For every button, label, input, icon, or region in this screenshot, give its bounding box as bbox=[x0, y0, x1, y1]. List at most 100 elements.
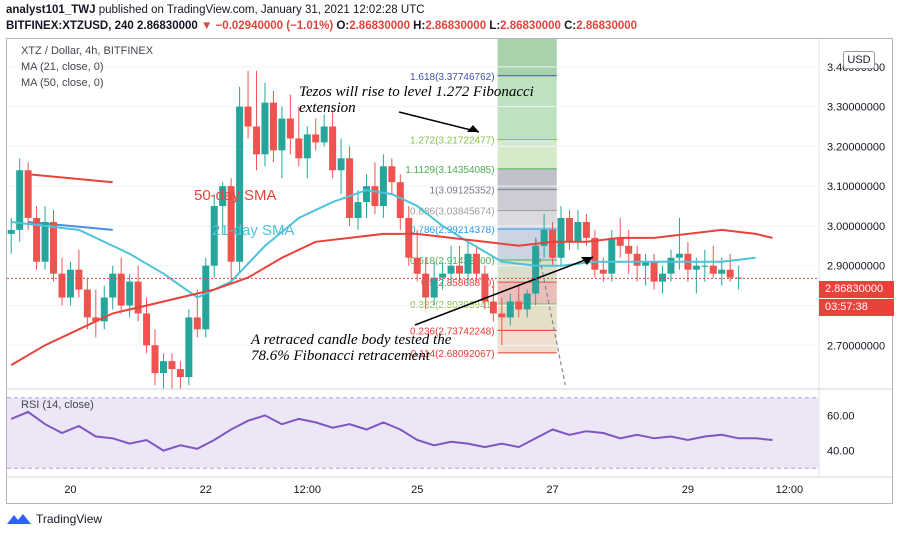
fib-level-label: 0.618(2.91433000) bbox=[410, 256, 495, 267]
fib-zone-0.886 bbox=[497, 210, 557, 230]
candle-body bbox=[447, 265, 455, 274]
currency-button[interactable]: USD bbox=[843, 51, 875, 69]
candle-body bbox=[303, 134, 311, 159]
candle-body bbox=[540, 229, 548, 246]
symbol-line: BITFINEX:XTZUSD, 240 2.86830000 ▼ −0.029… bbox=[6, 20, 637, 32]
candle-body bbox=[574, 221, 582, 242]
candle-body bbox=[151, 345, 159, 374]
candle-body bbox=[659, 273, 667, 282]
fib-level-label: 1(3.09125352) bbox=[430, 186, 495, 197]
candle-body bbox=[16, 170, 24, 230]
candle-body bbox=[159, 361, 167, 374]
candle-body bbox=[498, 313, 506, 318]
candle-body bbox=[278, 118, 286, 151]
ma50-legend[interactable]: MA (50, close, 0) bbox=[21, 77, 104, 89]
annotation-top-line1: Tezos will rise to level 1.272 Fibonacci bbox=[299, 84, 534, 100]
candle-body bbox=[591, 237, 599, 270]
candle-body bbox=[701, 265, 709, 267]
candle-body bbox=[58, 273, 66, 298]
ohlc-key-0: O: bbox=[336, 20, 350, 32]
candle-body bbox=[100, 297, 108, 322]
ohlc-key-1: H: bbox=[409, 20, 426, 32]
candle-body bbox=[650, 261, 658, 282]
fib-zone-1 bbox=[497, 189, 557, 211]
candle-body bbox=[532, 245, 540, 294]
ma21-annotation-label: 21-day SMA bbox=[212, 222, 295, 239]
tradingview-brand[interactable]: TradingView bbox=[6, 512, 102, 526]
candle-body bbox=[379, 166, 387, 207]
publish-info: analyst101_TWJ published on TradingView.… bbox=[6, 4, 425, 16]
candle-body bbox=[642, 261, 650, 266]
candle-body bbox=[227, 186, 235, 262]
price-tick-label: 3.00000000 bbox=[827, 221, 885, 233]
candle-body bbox=[312, 134, 320, 143]
candle-body bbox=[134, 281, 142, 314]
price-tick-label: 2.90000000 bbox=[827, 261, 885, 273]
annotation-bottom[interactable]: A retraced candle body tested the 78.6% … bbox=[251, 332, 451, 364]
publisher-name[interactable]: analyst101_TWJ bbox=[6, 4, 96, 16]
candle-body bbox=[50, 221, 58, 274]
candle-body bbox=[608, 237, 616, 274]
time-tick-label: 20 bbox=[64, 484, 76, 496]
fib-level-label: 0.236(2.73742248) bbox=[410, 326, 495, 337]
arrow-bottom-shaft bbox=[414, 256, 594, 326]
annotation-top[interactable]: Tezos will rise to level 1.272 Fibonacci… bbox=[299, 84, 534, 116]
time-tick-label: 12:00 bbox=[294, 484, 322, 496]
ma50-line bbox=[10, 228, 773, 366]
ohlc-value-2: 2.86830000 bbox=[500, 20, 561, 32]
candle-body bbox=[83, 289, 91, 318]
fib-level-label: 1.618(3.37746762) bbox=[410, 72, 495, 83]
candle-body bbox=[456, 265, 464, 274]
brand-name: TradingView bbox=[36, 512, 103, 526]
time-tick-label: 27 bbox=[546, 484, 558, 496]
candle-body bbox=[362, 186, 370, 203]
fib-zone-top bbox=[497, 39, 557, 76]
candle-body bbox=[193, 317, 201, 330]
candle-body bbox=[726, 269, 734, 278]
candle-body bbox=[430, 277, 438, 298]
candle-body bbox=[253, 126, 261, 155]
ohlc-values: O:2.86830000 H:2.86830000 L:2.86830000 C… bbox=[336, 20, 637, 32]
rsi-band bbox=[7, 397, 819, 469]
price-chart[interactable]: 1.618(3.37746762) 1.272(3.21722477) 1.1129… bbox=[7, 39, 892, 503]
rsi-legend[interactable]: RSI (14, close) bbox=[21, 399, 94, 411]
candle-body bbox=[396, 182, 404, 218]
candle-body bbox=[24, 170, 32, 218]
candle-body bbox=[7, 229, 15, 234]
ma21-legend[interactable]: MA (21, close, 0) bbox=[21, 61, 104, 73]
candle-body bbox=[489, 301, 497, 314]
candle-body bbox=[346, 158, 354, 218]
price-tick-label: 3.20000000 bbox=[827, 141, 885, 153]
candle-body bbox=[236, 106, 244, 262]
bar-countdown: 03:57:38 bbox=[819, 299, 894, 316]
candle-body bbox=[557, 217, 565, 258]
symbol-text: BITFINEX:XTZUSD, 240 bbox=[6, 20, 134, 32]
price-tick-label: 3.30000000 bbox=[827, 102, 885, 114]
candle-body bbox=[523, 293, 531, 310]
candle-body bbox=[735, 277, 743, 279]
price-tick-label: 2.70000000 bbox=[827, 340, 885, 352]
candle-body bbox=[506, 301, 514, 318]
change-value: −0.02940000 (−1.01%) bbox=[215, 20, 334, 32]
candle-body bbox=[295, 138, 303, 159]
chart-frame[interactable]: 1.618(3.37746762) 1.272(3.21722477) 1.1129… bbox=[6, 38, 894, 504]
fib-level-label: 0.886(3.03845674) bbox=[410, 207, 495, 218]
annotation-bottom-line1: A retraced candle body tested the bbox=[251, 332, 452, 348]
candle-body bbox=[244, 106, 252, 127]
candle-body bbox=[616, 237, 624, 246]
candle-body bbox=[320, 126, 328, 143]
candle-body bbox=[481, 273, 489, 302]
fib-zone-0.618 bbox=[497, 260, 557, 283]
fib-level-label: 1.272(3.21722477) bbox=[410, 136, 495, 147]
candle-body bbox=[41, 221, 49, 262]
fib-zone-1.618 bbox=[497, 75, 557, 140]
fib-level-label: 0.114(2.68092067) bbox=[411, 349, 495, 360]
candle-body bbox=[168, 361, 176, 370]
candle-body bbox=[625, 245, 633, 254]
candle-body bbox=[143, 313, 151, 346]
candle-body bbox=[718, 269, 726, 274]
candle-body bbox=[219, 186, 227, 207]
rsi-tick-label: 60.00 bbox=[827, 410, 855, 422]
ohlc-key-2: L: bbox=[486, 20, 501, 32]
candle-body bbox=[692, 265, 700, 270]
